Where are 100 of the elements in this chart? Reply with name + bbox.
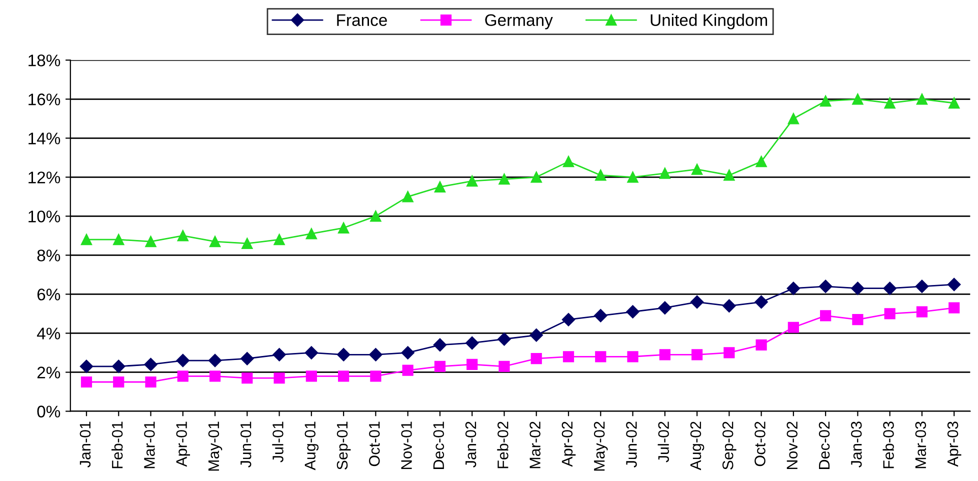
- point: [338, 370, 350, 382]
- point: [80, 234, 92, 246]
- x-tick-label: Mar-02: [530, 422, 540, 468]
- legend-label: France: [337, 14, 387, 26]
- point: [724, 347, 735, 358]
- x-tick-label: Jan-03: [850, 422, 862, 468]
- point: [691, 349, 703, 360]
- x-tick-label: Oct-01: [368, 422, 380, 466]
- point: [274, 234, 285, 246]
- point: [948, 97, 960, 109]
- point: [754, 295, 768, 309]
- point: [466, 176, 478, 187]
- legend-label: Germany: [485, 14, 553, 30]
- point: [659, 349, 670, 360]
- x-tick-label: Aug-01: [304, 422, 319, 470]
- y-tick-label: 4%: [36, 328, 60, 340]
- point: [369, 348, 382, 362]
- point: [402, 364, 414, 376]
- point: [722, 299, 736, 313]
- point: [177, 230, 188, 242]
- point: [627, 172, 638, 183]
- point: [145, 236, 156, 248]
- x-tick-label: Apr-03: [947, 422, 962, 467]
- point: [820, 96, 832, 107]
- point: [530, 353, 542, 364]
- point: [306, 370, 317, 382]
- point: [788, 113, 799, 124]
- point: [242, 372, 253, 384]
- y-tick-label: 0%: [37, 406, 60, 418]
- point: [818, 280, 832, 293]
- point: [627, 351, 638, 362]
- point: [176, 354, 190, 368]
- point: [336, 348, 350, 362]
- x-tick-label: Nov-01: [401, 422, 412, 469]
- point: [724, 170, 735, 181]
- point: [433, 338, 447, 352]
- point: [209, 236, 221, 248]
- point: [498, 360, 510, 372]
- point: [756, 156, 767, 168]
- point: [786, 282, 800, 295]
- point: [401, 346, 414, 360]
- point: [690, 295, 704, 309]
- point: [562, 351, 574, 362]
- x-tick-label: Aug-02: [690, 422, 704, 470]
- point: [434, 360, 446, 372]
- point: [691, 164, 703, 175]
- x-tick-label: Dec-01: [433, 422, 444, 469]
- y-tick-label: 14%: [28, 132, 60, 144]
- y-tick-label: 8%: [37, 250, 60, 262]
- x-tick-label: Feb-03: [882, 422, 894, 468]
- point: [240, 352, 254, 366]
- x-tick-label: Feb-01: [111, 422, 123, 468]
- point: [948, 278, 961, 292]
- point: [402, 191, 414, 202]
- point: [915, 280, 929, 293]
- point: [112, 360, 126, 373]
- point: [177, 370, 188, 382]
- x-tick-label: Jul-02: [658, 422, 669, 462]
- x-tick-label: Feb-02: [497, 422, 508, 468]
- point: [498, 332, 511, 346]
- point: [80, 376, 92, 388]
- point: [852, 94, 864, 105]
- x-tick-label: Sep-02: [722, 422, 736, 470]
- point: [370, 210, 382, 222]
- point: [820, 310, 832, 322]
- y-tick-label: 10%: [28, 210, 60, 222]
- y-tick-label: 18%: [28, 54, 60, 66]
- x-tick-label: May-02: [594, 422, 608, 471]
- point: [851, 282, 864, 295]
- point: [562, 156, 574, 168]
- x-tick-label: Mar-01: [144, 422, 155, 468]
- point: [338, 222, 350, 234]
- point: [208, 354, 222, 368]
- point: [113, 376, 124, 388]
- point: [562, 312, 576, 326]
- point: [466, 358, 478, 370]
- x-tick-label: Apr-01: [176, 422, 190, 467]
- point: [113, 234, 124, 246]
- point: [756, 339, 767, 350]
- point: [274, 372, 285, 384]
- x-tick-label: Jan-02: [465, 422, 476, 468]
- x-tick-label: Mar-03: [915, 422, 926, 468]
- x-tick-label: May-01: [208, 422, 222, 471]
- point: [852, 314, 864, 326]
- y-tick-label: 12%: [28, 172, 60, 184]
- y-tick-label: 16%: [28, 94, 60, 106]
- x-tick-label: Jun-02: [626, 422, 637, 468]
- y-tick-label: 2%: [37, 366, 60, 378]
- point: [916, 306, 928, 318]
- point: [304, 346, 318, 360]
- point: [145, 376, 156, 388]
- point: [948, 302, 960, 314]
- point: [530, 172, 542, 183]
- x-tick-label: Apr-02: [562, 422, 576, 467]
- point: [272, 348, 286, 362]
- x-tick-label: Nov-02: [786, 422, 798, 469]
- point: [370, 370, 382, 382]
- legend-label: United Kingdom: [650, 14, 768, 30]
- x-tick-label: Dec-02: [818, 422, 830, 469]
- point: [242, 238, 253, 250]
